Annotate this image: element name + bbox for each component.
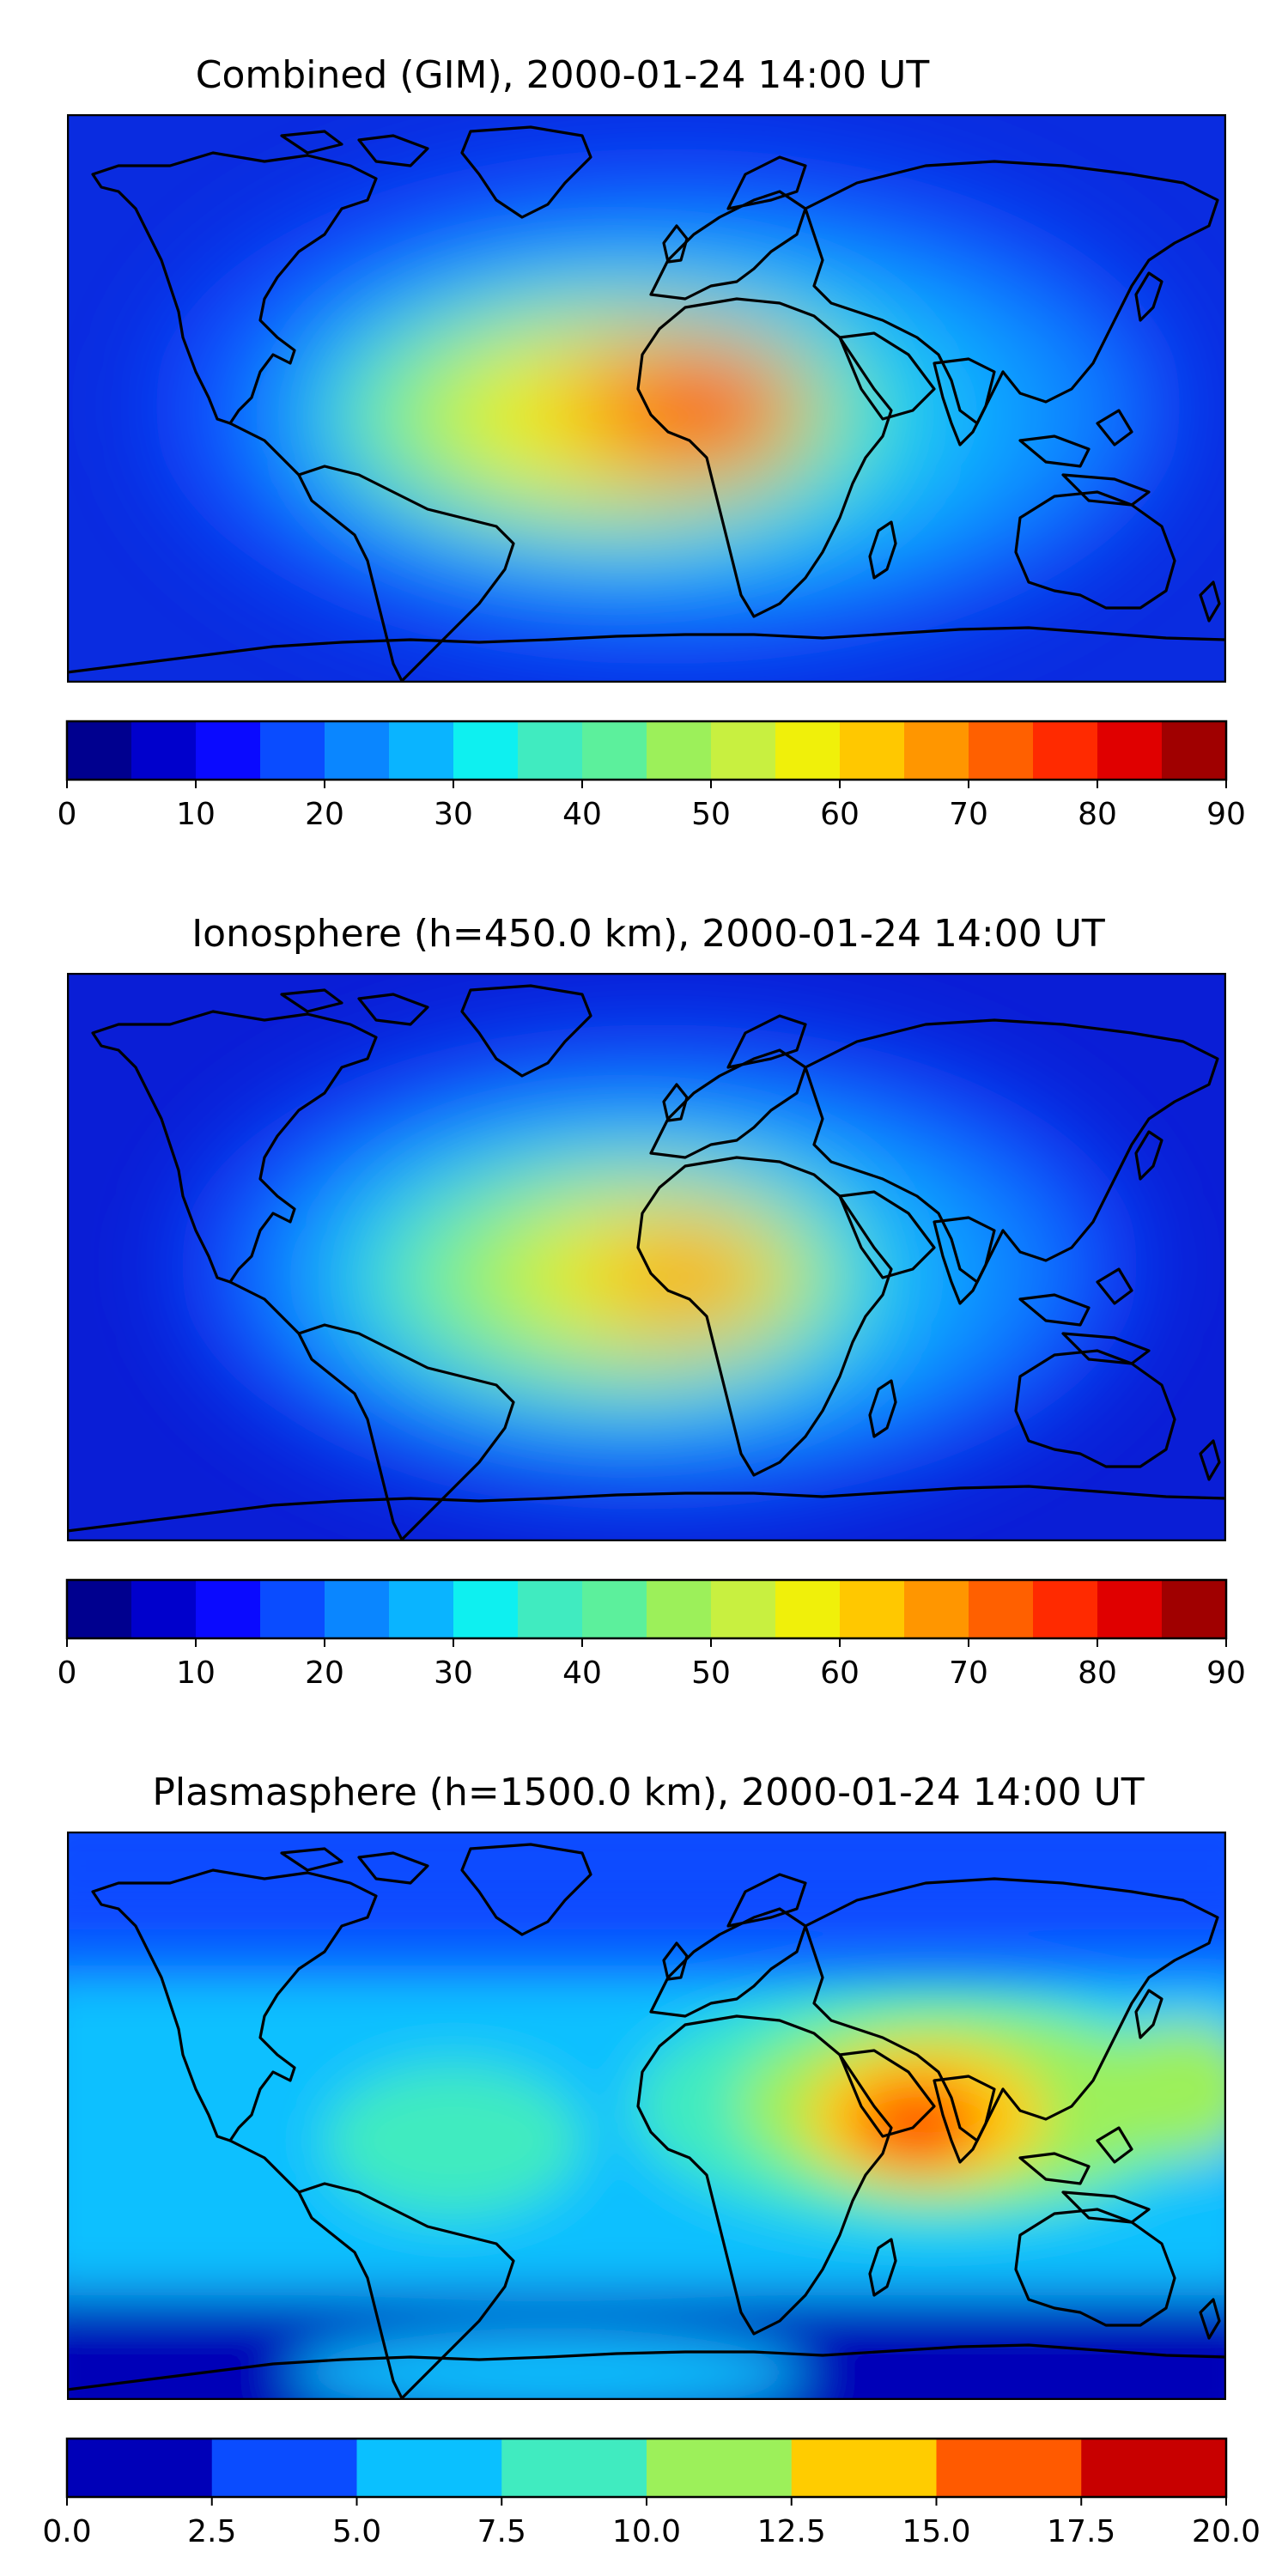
combined-title: Combined (GIM), 2000-01-24 14:00 UT	[196, 53, 930, 97]
ionosphere-colorbar-bin	[1097, 1580, 1163, 1638]
panel-combined: Combined (GIM), 2000-01-24 14:00 UT	[58, 53, 1246, 832]
combined-colorbar-tick-label: 40	[562, 797, 602, 832]
ionosphere-colorbar-bin	[67, 1580, 132, 1638]
plasmasphere-colorbar-bin	[647, 2439, 793, 2497]
ionosphere-colorbar-bin	[904, 1580, 969, 1638]
plasmasphere-colorbar-tick-label: 2.5	[187, 2514, 236, 2549]
combined-colorbar-bin	[969, 721, 1034, 780]
combined-colorbar-tick-label: 20	[305, 797, 344, 832]
plasmasphere-colorbar-tick-label: 20.0	[1192, 2514, 1261, 2549]
combined-field	[153, 149, 1183, 664]
ionosphere-colorbar-tick-label: 60	[820, 1656, 860, 1691]
ionosphere-colorbar-bin	[389, 1580, 454, 1638]
ionosphere-colorbar-tick-label: 30	[434, 1656, 473, 1691]
combined-colorbar-frame	[65, 720, 1228, 781]
plasmasphere-colorbar-tick-label: 7.5	[477, 2514, 526, 2549]
ionosphere-colorbar-bin	[1162, 1580, 1227, 1638]
plasmasphere-colorbar-bin	[356, 2439, 502, 2497]
plasmasphere-colorbar-tick-label: 10.0	[612, 2514, 681, 2549]
combined-colorbar-tick-label: 0	[58, 797, 77, 832]
combined-colorbar-bin	[67, 721, 132, 780]
plasmasphere-title: Plasmasphere (h=1500.0 km), 2000-01-24 1…	[152, 1771, 1144, 1814]
plasmasphere-map	[67, 1832, 1226, 2400]
combined-colorbar: 0 10 20 30 40 50 60 70 80 90	[58, 720, 1246, 832]
combined-colorbar-bin	[840, 721, 905, 780]
ionosphere-colorbar-tick-label: 90	[1206, 1656, 1246, 1691]
plasmasphere-colorbar-bin	[791, 2439, 937, 2497]
ionosphere-colorbar-tick-label: 50	[691, 1656, 731, 1691]
plasmasphere-colorbar-tick-label: 12.5	[757, 2514, 826, 2549]
plasmasphere-colorbar-bin	[1081, 2439, 1227, 2497]
ionosphere-colorbar-bin	[711, 1580, 776, 1638]
combined-colorbar-bin	[1033, 721, 1098, 780]
ionosphere-colorbar-tick-label: 80	[1078, 1656, 1117, 1691]
combined-colorbar-bin	[131, 721, 197, 780]
ionosphere-colorbar: 0 10 20 30 40 50 60 70 80 90	[58, 1578, 1246, 1691]
combined-colorbar-tick-label: 10	[176, 797, 216, 832]
ionosphere-colorbar-tick-label: 20	[305, 1656, 344, 1691]
combined-colorbar-bin	[389, 721, 454, 780]
combined-colorbar-bin	[775, 721, 841, 780]
combined-colorbar-tick-label: 60	[820, 797, 860, 832]
ionosphere-colorbar-bin	[647, 1580, 712, 1638]
ionosphere-colorbar-bin	[969, 1580, 1034, 1638]
combined-colorbar-tick-label: 80	[1078, 797, 1117, 832]
combined-colorbar-bin	[1097, 721, 1163, 780]
combined-colorbar-bin	[647, 721, 712, 780]
plasmasphere-colorbar-bin	[501, 2439, 647, 2497]
ionosphere-colorbar-bin	[453, 1580, 519, 1638]
ionosphere-field	[179, 1024, 1140, 1505]
combined-colorbar-bin	[325, 721, 390, 780]
plasmasphere-colorbar-bin	[67, 2439, 213, 2497]
ionosphere-colorbar-tick-label: 40	[562, 1656, 602, 1691]
ionosphere-title: Ionosphere (h=450.0 km), 2000-01-24 14:0…	[191, 912, 1105, 956]
combined-colorbar-bin	[582, 721, 647, 780]
plasmasphere-colorbar-tick-label: 0.0	[42, 2514, 91, 2549]
plasmasphere-colorbar-tick-label: 5.0	[332, 2514, 381, 2549]
ionosphere-colorbar-tick-label: 10	[176, 1656, 216, 1691]
combined-colorbar-tick-label: 50	[691, 797, 731, 832]
ionosphere-colorbar-bin	[582, 1580, 647, 1638]
ionosphere-colorbar-bin	[325, 1580, 390, 1638]
panel-plasmasphere: Plasmasphere (h=1500.0 km), 2000-01-24 1…	[42, 1771, 1261, 2549]
ionosphere-colorbar-bin	[518, 1580, 583, 1638]
combined-colorbar-bin	[904, 721, 969, 780]
ionosphere-colorbar-tick-label: 70	[949, 1656, 988, 1691]
panel-ionosphere: Ionosphere (h=450.0 km), 2000-01-24 14:0…	[58, 912, 1246, 1691]
combined-colorbar-tick-label: 30	[434, 797, 473, 832]
combined-colorbar-tick-label: 90	[1206, 797, 1246, 832]
ionosphere-colorbar-bin	[840, 1580, 905, 1638]
combined-colorbar-bin	[1162, 721, 1227, 780]
plasmasphere-colorbar-bin	[211, 2439, 357, 2497]
ionosphere-colorbar-bin	[260, 1580, 325, 1638]
ionosphere-colorbar-frame	[65, 1578, 1228, 1640]
combined-map	[67, 114, 1226, 683]
plasmasphere-colorbar-tick-label: 15.0	[902, 2514, 970, 2549]
plasmasphere-colorbar: 0.0 2.5 5.0 7.5 10.0 12.5 15.0 17.5 20.0	[42, 2437, 1261, 2549]
combined-colorbar-tick-label: 70	[949, 797, 988, 832]
ionosphere-map	[67, 973, 1226, 1541]
ionosphere-colorbar-bin	[775, 1580, 841, 1638]
combined-colorbar-bin	[196, 721, 261, 780]
plasmasphere-colorbar-tick-label: 17.5	[1047, 2514, 1115, 2549]
ionosphere-colorbar-bin	[131, 1580, 197, 1638]
ionosphere-colorbar-bin	[196, 1580, 261, 1638]
ionosphere-colorbar-bin	[1033, 1580, 1098, 1638]
ionosphere-colorbar-tick-label: 0	[58, 1656, 77, 1691]
combined-colorbar-bin	[518, 721, 583, 780]
combined-colorbar-bin	[711, 721, 776, 780]
plasmasphere-colorbar-bin	[936, 2439, 1082, 2497]
combined-colorbar-bin	[260, 721, 325, 780]
combined-colorbar-bin	[453, 721, 519, 780]
